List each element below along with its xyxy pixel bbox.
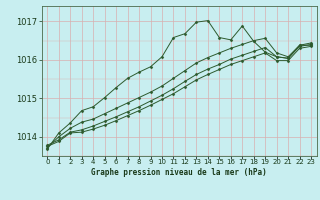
X-axis label: Graphe pression niveau de la mer (hPa): Graphe pression niveau de la mer (hPa) — [91, 168, 267, 177]
